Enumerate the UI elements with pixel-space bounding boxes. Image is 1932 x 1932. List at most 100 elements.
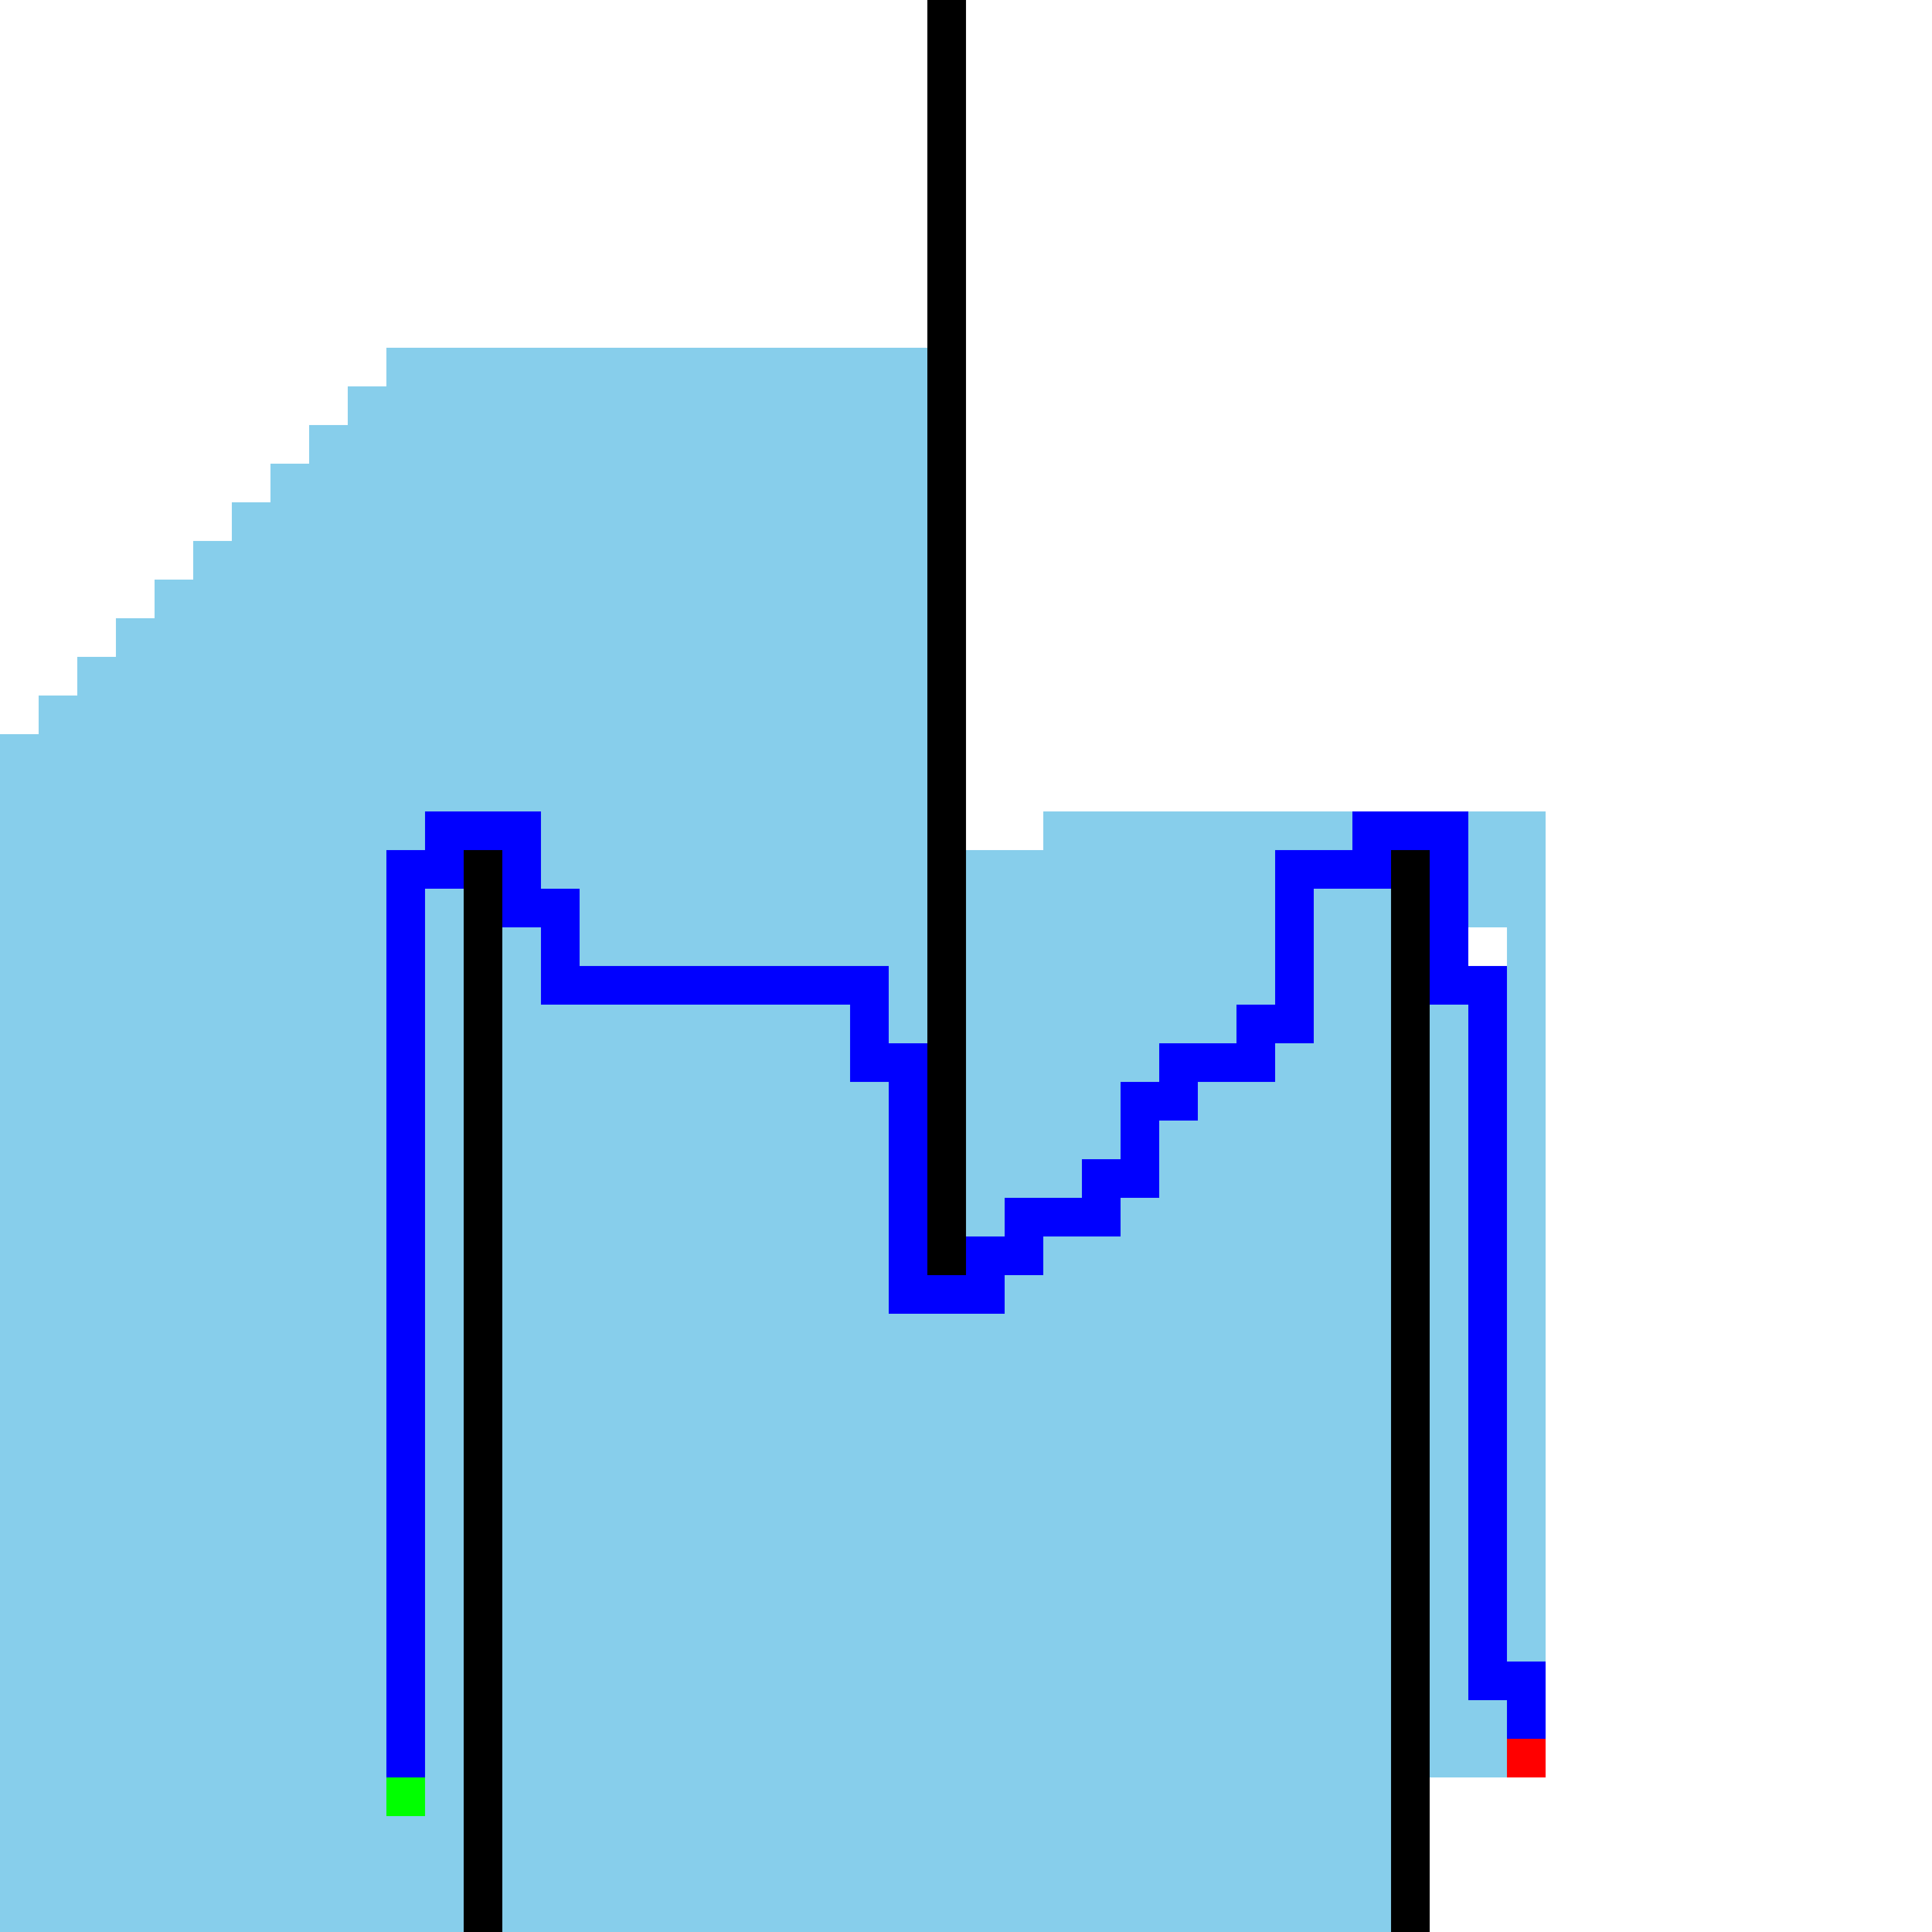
path-cell (386, 1275, 425, 1314)
path-cell (425, 850, 464, 889)
path-cell (1468, 1662, 1507, 1700)
path-cell (1468, 1507, 1507, 1546)
path-cell (850, 1043, 889, 1082)
path-cell (1275, 927, 1314, 966)
path-cell (1198, 1043, 1236, 1082)
wall-layer (464, 0, 1430, 1932)
region-cell-run (116, 618, 927, 657)
region-cell-run (0, 1468, 1546, 1507)
path-cell (580, 966, 618, 1005)
path-cell (657, 966, 696, 1005)
wall-segment (464, 850, 502, 1932)
path-cell (502, 889, 541, 927)
path-cell (966, 1275, 1005, 1314)
path-cell (773, 966, 811, 1005)
path-cell (889, 1043, 927, 1082)
path-cell (386, 1121, 425, 1159)
path-cell (1391, 811, 1430, 850)
path-cell (1507, 1662, 1546, 1700)
path-cell (1352, 850, 1391, 889)
path-cell (386, 1043, 425, 1082)
region-cell-run (0, 1043, 1546, 1082)
path-cell (502, 811, 541, 850)
path-cell (386, 1623, 425, 1662)
region-cell-run (0, 1159, 1546, 1198)
region-cell-run (0, 1430, 1546, 1468)
path-cell (734, 966, 773, 1005)
path-cell (425, 811, 464, 850)
path-cell (1468, 1236, 1507, 1275)
path-cell (696, 966, 734, 1005)
path-cell (1430, 850, 1468, 889)
region-cell-run (1507, 927, 1546, 966)
path-cell (1043, 1198, 1082, 1236)
region-cell-run (0, 1584, 1546, 1623)
region-layer (0, 348, 1546, 1932)
path-cell (386, 1468, 425, 1507)
region-cell-run (0, 1314, 1546, 1352)
region-cell-run (0, 1739, 1546, 1777)
path-cell (1468, 1584, 1507, 1623)
region-cell-run (0, 1855, 1430, 1893)
path-cell (541, 927, 580, 966)
path-cell (1430, 927, 1468, 966)
path-cell (386, 1584, 425, 1623)
path-cell (889, 1159, 927, 1198)
region-cell-run (0, 1352, 1546, 1391)
path-cell (1468, 1546, 1507, 1584)
wall-segment (927, 0, 966, 1275)
path-layer (386, 811, 1546, 1777)
region-cell-run (0, 1275, 1546, 1314)
region-cell-run (0, 1546, 1546, 1584)
region-cell-run (0, 1623, 1546, 1662)
path-cell (1468, 1468, 1507, 1507)
path-cell (1159, 1082, 1198, 1121)
path-cell (811, 966, 850, 1005)
marker-layer (386, 1739, 1546, 1816)
path-cell (386, 1662, 425, 1700)
region-cell-run (0, 1662, 1546, 1700)
path-cell (386, 889, 425, 927)
wall-segment (1391, 850, 1430, 1932)
region-cell-run (0, 1700, 1546, 1739)
path-cell (541, 966, 580, 1005)
path-cell (1314, 850, 1352, 889)
path-cell (1082, 1198, 1121, 1236)
path-cell (386, 1546, 425, 1584)
region-cell-run (0, 1236, 1546, 1275)
path-cell (1121, 1159, 1159, 1198)
region-cell-run (0, 927, 1468, 966)
path-cell (1005, 1236, 1043, 1275)
region-cell-run (386, 348, 927, 386)
path-cell (1468, 1121, 1507, 1159)
path-cell (1507, 1700, 1546, 1739)
region-cell-run (0, 1893, 1430, 1932)
path-cell (966, 1236, 1005, 1275)
path-cell (1159, 1043, 1198, 1082)
path-cell (386, 1198, 425, 1236)
path-cell (1430, 889, 1468, 927)
path-cell (1468, 1043, 1507, 1082)
path-cell (1236, 1005, 1275, 1043)
path-cell (1468, 1391, 1507, 1430)
path-cell (850, 1005, 889, 1043)
path-cell (1468, 1005, 1507, 1043)
path-cell (1468, 1198, 1507, 1236)
region-cell-run (0, 1082, 1546, 1121)
region-cell-run (0, 1121, 1546, 1159)
path-cell (889, 1198, 927, 1236)
path-cell (386, 1236, 425, 1275)
region-cell-run (1043, 811, 1546, 850)
region-cell-run (193, 541, 927, 580)
region-cell-run (0, 773, 927, 811)
path-cell (1275, 966, 1314, 1005)
region-cell-run (0, 1391, 1546, 1430)
path-cell (386, 850, 425, 889)
region-cell-run (270, 464, 927, 502)
path-cell (618, 966, 657, 1005)
path-cell (889, 1121, 927, 1159)
path-cell (386, 1507, 425, 1546)
goal-marker (1507, 1739, 1546, 1777)
path-cell (464, 811, 502, 850)
path-cell (850, 966, 889, 1005)
